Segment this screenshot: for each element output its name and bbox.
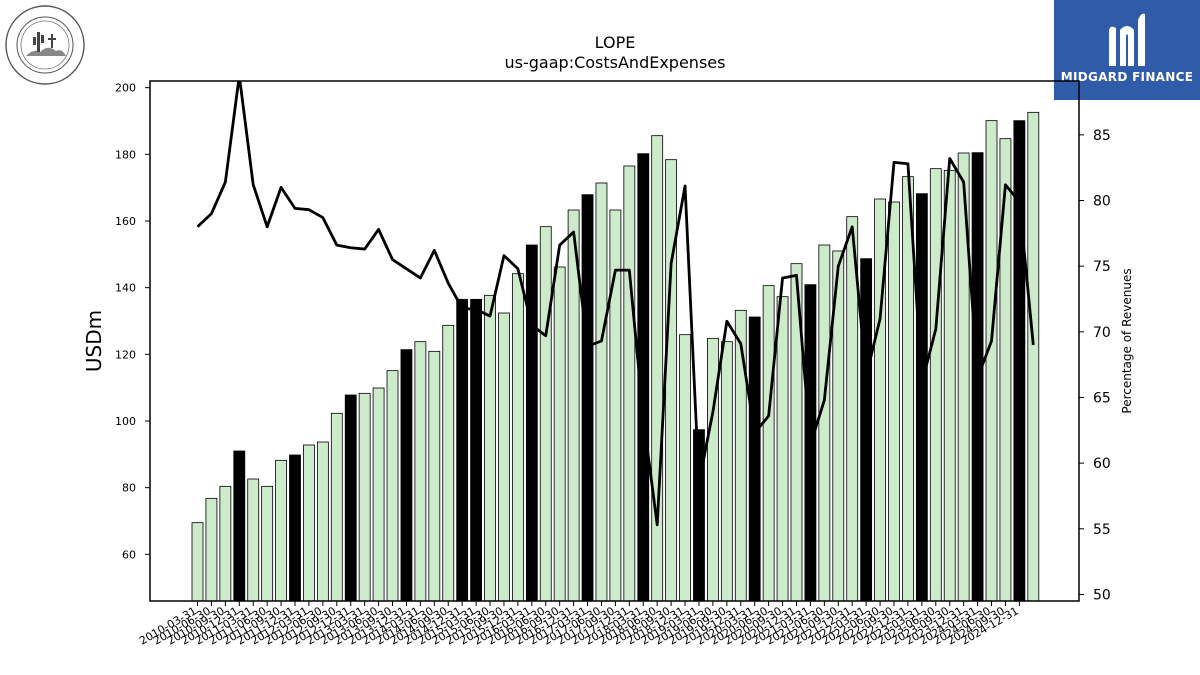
bar bbox=[720, 341, 733, 602]
bar bbox=[428, 350, 441, 602]
x-axis: 2010-03-312010-06-302010-09-302010-12-31… bbox=[137, 601, 1021, 648]
bar bbox=[372, 387, 385, 602]
chart-subtitle: us-gaap:CostsAndExpenses bbox=[505, 53, 726, 72]
bar bbox=[456, 298, 469, 602]
bar bbox=[470, 298, 483, 602]
y2-tick-label: 65 bbox=[1093, 390, 1111, 406]
bar bbox=[999, 138, 1012, 602]
bar bbox=[553, 266, 566, 602]
bar bbox=[665, 159, 678, 602]
chart-title: LOPE bbox=[595, 33, 636, 52]
bar bbox=[400, 349, 413, 602]
y2-tick-label: 80 bbox=[1093, 193, 1111, 209]
bar bbox=[484, 294, 496, 602]
plot-frame bbox=[149, 80, 1080, 602]
bar bbox=[289, 454, 301, 602]
bar bbox=[818, 244, 831, 602]
bar bbox=[219, 485, 232, 602]
bar bbox=[915, 193, 928, 602]
bar bbox=[525, 244, 538, 602]
bar bbox=[191, 522, 204, 602]
bar bbox=[860, 258, 873, 602]
y-tick-label: 100 bbox=[115, 415, 136, 428]
bar bbox=[330, 412, 343, 602]
y-tick-label: 80 bbox=[122, 482, 136, 495]
bar bbox=[316, 441, 329, 602]
y2-tick-label: 70 bbox=[1093, 325, 1111, 341]
y-tick-label: 60 bbox=[122, 548, 136, 561]
bar bbox=[748, 316, 761, 602]
bar bbox=[498, 312, 510, 602]
bar bbox=[511, 273, 524, 602]
bar bbox=[651, 135, 664, 602]
bar bbox=[442, 324, 455, 602]
bar bbox=[414, 341, 427, 602]
y2-tick-label: 55 bbox=[1093, 522, 1111, 538]
y2-axis-label: Percentage of Revenues bbox=[1120, 268, 1134, 413]
y2-tick-label: 60 bbox=[1093, 456, 1111, 472]
bar bbox=[344, 394, 357, 602]
y2-tick-label: 85 bbox=[1093, 128, 1111, 144]
y-tick-label: 120 bbox=[115, 348, 136, 361]
bar bbox=[874, 198, 886, 602]
bar bbox=[609, 209, 622, 602]
bar bbox=[233, 450, 246, 602]
y-tick-label: 180 bbox=[115, 148, 136, 161]
y2-tick-label: 75 bbox=[1093, 259, 1111, 275]
bar bbox=[623, 165, 636, 602]
bar bbox=[888, 201, 900, 602]
y-axis-label: USDm bbox=[82, 310, 106, 372]
bar bbox=[595, 182, 608, 602]
bar bbox=[929, 168, 942, 602]
bar bbox=[762, 285, 775, 602]
bar bbox=[386, 370, 399, 602]
line-layer bbox=[196, 81, 1035, 527]
y2-tick-label: 50 bbox=[1093, 587, 1111, 603]
bar bbox=[1013, 120, 1026, 602]
bar bbox=[247, 478, 260, 602]
right-axis: 50 55 60 65 70 75 80 85 bbox=[1079, 128, 1111, 603]
bar bbox=[679, 334, 691, 602]
brand-name: MIDGARD FINANCE bbox=[1060, 70, 1194, 84]
bar bbox=[275, 459, 287, 602]
bar bbox=[539, 226, 552, 602]
bar bbox=[261, 485, 274, 602]
bar bbox=[303, 444, 315, 602]
midgard-finance-logo: MIDGARD FINANCE bbox=[1054, 0, 1200, 100]
bar bbox=[358, 392, 371, 602]
bar bbox=[985, 120, 998, 602]
midgard-logo-mark-icon bbox=[1109, 13, 1145, 67]
bar bbox=[734, 309, 747, 602]
bar bbox=[205, 497, 218, 602]
bar bbox=[776, 296, 789, 602]
bar bbox=[581, 194, 594, 602]
series-line-percentage-of-revenues bbox=[196, 81, 1035, 527]
university-seal-logo bbox=[5, 5, 85, 85]
left-axis: 60 80 100 120 140 160 180 200 bbox=[115, 82, 150, 561]
bar bbox=[943, 169, 956, 602]
bar bbox=[1027, 111, 1040, 602]
y-tick-label: 160 bbox=[115, 215, 136, 228]
y-tick-label: 140 bbox=[115, 282, 136, 295]
y-tick-label: 200 bbox=[115, 82, 136, 95]
bars-layer bbox=[191, 111, 1040, 602]
